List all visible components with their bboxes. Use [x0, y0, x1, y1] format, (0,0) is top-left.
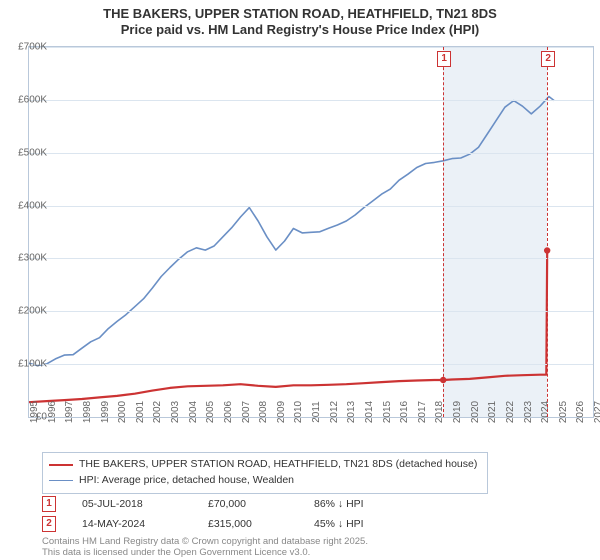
xtick-label: 2003: [170, 401, 181, 423]
xtick-label: 2005: [205, 401, 216, 423]
ytick-label: £400K: [3, 200, 47, 211]
xtick-label: 1999: [100, 401, 111, 423]
gridline-h: [29, 206, 593, 207]
marker-dashed-line: [547, 47, 548, 417]
xtick-label: 2015: [382, 401, 393, 423]
xtick-label: 2020: [470, 401, 481, 423]
gridline-h: [29, 364, 593, 365]
xtick-label: 2001: [135, 401, 146, 423]
xtick-label: 2014: [364, 401, 375, 423]
chart-title: THE BAKERS, UPPER STATION ROAD, HEATHFIE…: [0, 0, 600, 39]
legend: THE BAKERS, UPPER STATION ROAD, HEATHFIE…: [42, 452, 488, 494]
event-price-1: £70,000: [208, 498, 288, 510]
event-marker-2: 2: [42, 516, 56, 532]
legend-label-1: THE BAKERS, UPPER STATION ROAD, HEATHFIE…: [79, 457, 477, 473]
ytick-label: £0: [3, 412, 47, 423]
xtick-label: 2004: [188, 401, 199, 423]
xtick-label: 2016: [399, 401, 410, 423]
xtick-label: 2025: [558, 401, 569, 423]
event-price-2: £315,000: [208, 518, 288, 530]
xtick-label: 2010: [293, 401, 304, 423]
gridline-h: [29, 258, 593, 259]
xtick-label: 2009: [276, 401, 287, 423]
chart-lines-svg: [29, 47, 593, 417]
xtick-label: 2008: [258, 401, 269, 423]
legend-swatch-1: [49, 464, 73, 466]
xtick-label: 1998: [82, 401, 93, 423]
ytick-label: £300K: [3, 253, 47, 264]
xtick-label: 2006: [223, 401, 234, 423]
gridline-h: [29, 47, 593, 48]
xtick-label: 2011: [311, 401, 322, 423]
ytick-label: £600K: [3, 94, 47, 105]
marker-box-2: 2: [541, 51, 555, 67]
xtick-label: 2024: [540, 401, 551, 423]
plot-area: £0£100K£200K£300K£400K£500K£600K£700K199…: [28, 46, 594, 418]
xtick-label: 2000: [117, 401, 128, 423]
xtick-label: 2019: [452, 401, 463, 423]
xtick-label: 2023: [523, 401, 534, 423]
marker-box-1: 1: [437, 51, 451, 67]
gridline-h: [29, 153, 593, 154]
gridline-h: [29, 100, 593, 101]
event-pct-1: 86% ↓ HPI: [314, 498, 414, 510]
xtick-label: 2013: [346, 401, 357, 423]
ytick-label: £700K: [3, 42, 47, 53]
attribution: Contains HM Land Registry data © Crown c…: [42, 537, 368, 559]
xtick-label: 1996: [47, 401, 58, 423]
event-date-2: 14-MAY-2024: [82, 518, 182, 530]
ytick-label: £500K: [3, 147, 47, 158]
event-row-1: 1 05-JUL-2018 £70,000 86% ↓ HPI: [42, 494, 414, 514]
xtick-label: 2021: [487, 401, 498, 423]
xtick-label: 2027: [593, 401, 600, 423]
event-date-1: 05-JUL-2018: [82, 498, 182, 510]
legend-swatch-2: [49, 480, 73, 481]
xtick-label: 2012: [329, 401, 340, 423]
event-row-2: 2 14-MAY-2024 £315,000 45% ↓ HPI: [42, 514, 414, 534]
xtick-label: 2022: [505, 401, 516, 423]
xtick-label: 2002: [152, 401, 163, 423]
gridline-h: [29, 311, 593, 312]
attribution-line-2: This data is licensed under the Open Gov…: [42, 548, 368, 559]
marker-dashed-line: [443, 47, 444, 417]
event-marker-1: 1: [42, 496, 56, 512]
xtick-label: 2007: [241, 401, 252, 423]
xtick-label: 2026: [575, 401, 586, 423]
title-line-1: THE BAKERS, UPPER STATION ROAD, HEATHFIE…: [0, 6, 600, 22]
legend-label-2: HPI: Average price, detached house, Weal…: [79, 473, 294, 489]
title-line-2: Price paid vs. HM Land Registry's House …: [0, 22, 600, 38]
legend-item-1: THE BAKERS, UPPER STATION ROAD, HEATHFIE…: [49, 457, 481, 473]
series-line-price_paid: [29, 251, 547, 403]
ytick-label: £100K: [3, 359, 47, 370]
event-pct-2: 45% ↓ HPI: [314, 518, 414, 530]
xtick-label: 1995: [29, 401, 40, 423]
events-table: 1 05-JUL-2018 £70,000 86% ↓ HPI 2 14-MAY…: [42, 494, 414, 534]
xtick-label: 2017: [417, 401, 428, 423]
xtick-label: 1997: [64, 401, 75, 423]
legend-item-2: HPI: Average price, detached house, Weal…: [49, 473, 481, 489]
series-line-hpi: [29, 97, 554, 366]
ytick-label: £200K: [3, 306, 47, 317]
